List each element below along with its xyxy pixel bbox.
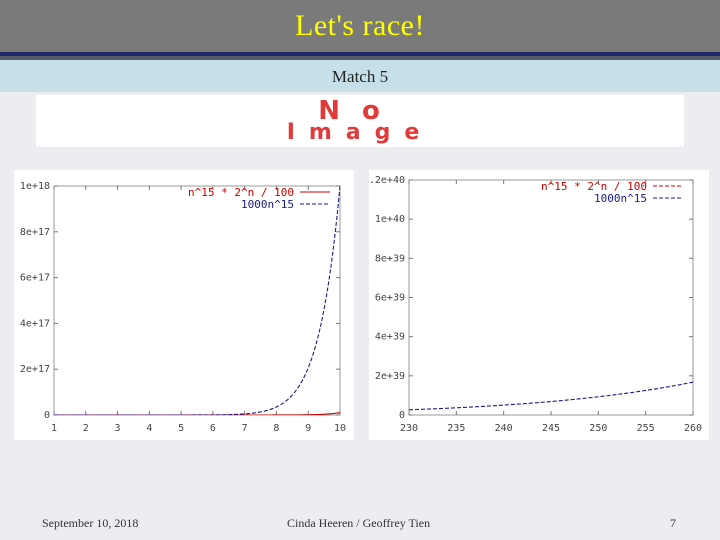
x-tick-label: 5 — [178, 423, 184, 434]
missing-image-placeholder: No Image — [36, 95, 684, 147]
y-tick-label: 4e+39 — [375, 332, 405, 343]
x-tick-label: 255 — [637, 423, 655, 434]
y-tick-label: 1e+40 — [375, 214, 405, 225]
y-tick-label: 0 — [399, 410, 405, 421]
x-tick-label: 7 — [242, 423, 248, 434]
x-tick-label: 245 — [542, 423, 560, 434]
slide-subtitle: Match 5 — [331, 67, 389, 86]
y-tick-label: 6e+17 — [20, 273, 50, 284]
footer-date: September 10, 2018 — [42, 516, 139, 530]
chart-right: 230 235 240 245 250 255 260 0 2e+39 4e+39 6e+39 8e+… — [369, 170, 709, 440]
no-image-word-1: No — [318, 96, 402, 126]
chart-left-svg: 1 2 3 4 5 6 7 8 9 10 0 2e+17 4e+17 6e+17 8e+17 1e+18 n^1… — [20, 181, 346, 434]
title-bar: Let's race! — [0, 0, 720, 55]
y-tick-label: 8e+17 — [20, 227, 50, 238]
series-line-1 — [54, 186, 340, 415]
series-line-1 — [409, 381, 693, 411]
x-tick-label: 1 — [51, 423, 57, 434]
y-tick-label: 8e+39 — [375, 253, 405, 264]
plot-frame — [408, 179, 694, 416]
x-tick-label: 235 — [447, 423, 465, 434]
x-tick-label: 9 — [305, 423, 311, 434]
footer-authors: Cinda Heeren / Geoffrey Tien — [287, 516, 431, 530]
legend-label: n^15 * 2^n / 100 — [188, 186, 294, 199]
chart-left: 1 2 3 4 5 6 7 8 9 10 0 2e+17 4e+17 6e+17 8e+17 1e+18 n^1… — [14, 170, 354, 440]
x-tick-label: 240 — [495, 423, 513, 434]
legend-label: n^15 * 2^n / 100 — [541, 180, 647, 193]
x-tick-label: 4 — [146, 423, 152, 434]
x-tick-label: 3 — [115, 423, 121, 434]
no-image-graphic: No Image — [287, 96, 434, 145]
title-divider — [0, 52, 720, 56]
x-tick-label: 250 — [589, 423, 607, 434]
legend-label: 1000n^15 — [241, 198, 294, 211]
series-line-0 — [54, 412, 340, 415]
y-tick-label: 1.2e+40 — [369, 175, 405, 186]
no-image-word-2: Image — [287, 120, 434, 145]
y-tick-label: 1e+18 — [20, 181, 50, 192]
y-tick-label: 6e+39 — [375, 293, 405, 304]
x-tick-label: 230 — [400, 423, 418, 434]
x-tick-label: 2 — [83, 423, 89, 434]
legend-label: 1000n^15 — [594, 192, 647, 205]
chart-right-svg: 230 235 240 245 250 255 260 0 2e+39 4e+39 6e+39 8e+… — [369, 175, 702, 434]
x-tick-label: 8 — [273, 423, 279, 434]
y-tick-label: 4e+17 — [20, 318, 50, 329]
y-tick-label: 0 — [44, 410, 50, 421]
subtitle-bar: Match 5 — [0, 60, 720, 92]
title-divider-shadow — [0, 56, 720, 60]
y-tick-label: 2e+39 — [375, 371, 405, 382]
y-tick-label: 2e+17 — [20, 364, 50, 375]
x-tick-label: 260 — [684, 423, 702, 434]
slide-title: Let's race! — [295, 9, 425, 42]
x-tick-label: 6 — [210, 423, 216, 434]
plot-frame — [53, 185, 341, 416]
footer-page-number: 7 — [670, 516, 676, 530]
x-tick-label: 10 — [334, 423, 346, 434]
